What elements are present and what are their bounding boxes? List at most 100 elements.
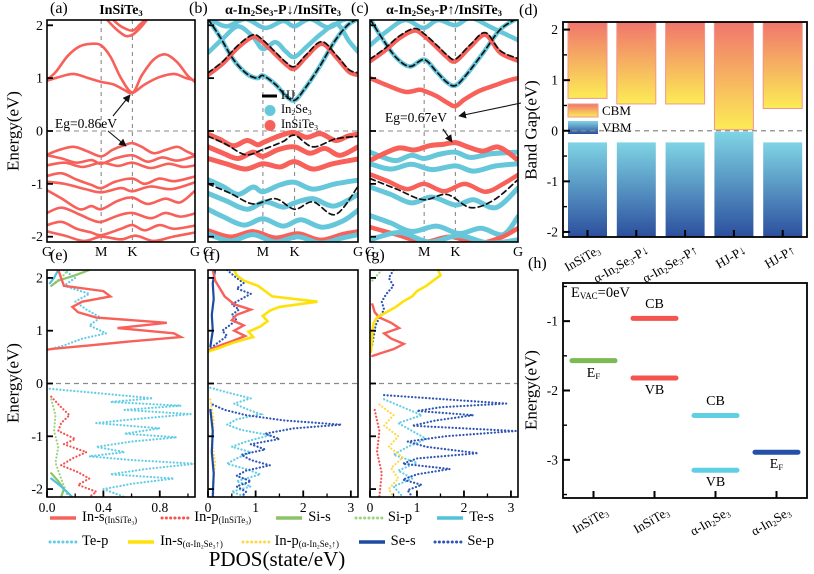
band-structure-b (208, 20, 358, 242)
pdos-curve (47, 270, 186, 351)
legend-label-insite3: InSiTe3 (281, 117, 319, 132)
band-curve (208, 34, 358, 78)
pdos-legend-label: Se-p (467, 533, 494, 550)
y-tick-label: 2 (36, 19, 43, 34)
y-tick-label: 1 (36, 324, 43, 339)
solid-line-swatch-icon (437, 516, 464, 520)
band-curve (370, 149, 518, 164)
annotation-eg-c: Eg=0.67eV (385, 110, 447, 125)
panel-label-c: (c) (351, 0, 369, 17)
pdos-plot-f (208, 270, 342, 497)
k-point-label: G (42, 245, 52, 260)
pdos-legend-item: Si-s (274, 509, 331, 526)
band-curve (208, 134, 358, 156)
band-structure-a (47, 20, 195, 242)
x-tick-label: 2 (300, 500, 307, 515)
pdos-legend-item: In-p(α-In2Se3↑) (241, 533, 339, 551)
pdos-legend-label: In-p(α-In2Se3↑) (274, 533, 339, 551)
x-tick-label: 3 (347, 500, 354, 515)
k-point-label: K (450, 245, 460, 260)
pdos-curve (48, 270, 60, 285)
k-point-label: G (513, 245, 523, 260)
x-tick-label: 1 (252, 500, 259, 515)
legend-label-cbm: CBM (602, 103, 631, 118)
pdos-curve (209, 270, 217, 348)
band-curve (111, 20, 147, 32)
band-curve (370, 20, 518, 48)
panel-title-c: α-In2Se3-P↑/InSiTe3 (385, 3, 503, 19)
band-curve (47, 180, 195, 194)
y-tick-label: 1 (551, 73, 558, 88)
pdos-legend-label: Te-p (82, 533, 109, 550)
x-tick-label: 0 (205, 500, 212, 515)
y-tick-label: -2 (547, 224, 558, 239)
level-tag: CB (706, 394, 725, 410)
pdos-curve (382, 394, 516, 497)
y-tick-label: 0 (551, 123, 558, 138)
pdos-legend-label: Te-s (469, 509, 494, 526)
panel-label-d: (d) (519, 2, 538, 19)
pdos-legend-label: In-s(α-In2Se3↑) (160, 533, 223, 551)
dotted-line-swatch-icon (354, 516, 384, 520)
energy-level-line (630, 315, 679, 321)
pdos-legend-label: Si-s (308, 509, 331, 526)
level-tag: EF (769, 457, 784, 473)
level-tag: VB (705, 475, 726, 491)
legend-label-in2se3: In2Se3 (281, 102, 312, 117)
x-tick-label: 0.4 (95, 500, 112, 515)
cbm-bar (567, 21, 608, 99)
x-tick-label: 0.8 (151, 500, 168, 515)
pdos-curve (373, 408, 383, 497)
y-tick-label: -1 (547, 314, 558, 329)
legend-dot-in2se3 (264, 105, 276, 116)
k-point-label: M (257, 245, 270, 260)
y-tick-label: -1 (31, 430, 43, 445)
k-point-label: M (95, 245, 108, 260)
pdos-legend-item: Se-p (433, 533, 494, 550)
solid-line-swatch-icon (276, 516, 303, 520)
panel-label-g: (g) (366, 247, 385, 264)
band-curve (47, 42, 195, 94)
k-point-label: G (353, 245, 363, 260)
y-tick-label: -3 (547, 452, 558, 467)
y-tick-label: -2 (547, 383, 558, 398)
vbm-bar (763, 142, 803, 237)
panel-title-b: α-In2Se3-P↓/InSiTe3 (224, 3, 342, 19)
energy-level-line (691, 467, 740, 473)
band-curve (47, 188, 195, 211)
band-curve (208, 231, 358, 242)
annotation-arrow (458, 102, 522, 119)
band-curve (370, 27, 518, 61)
legend-swatch-cbm (567, 103, 599, 118)
k-point-label: G (190, 245, 200, 260)
band-curve (370, 75, 518, 109)
panel-label-a: (a) (50, 0, 68, 17)
pdos-curve (50, 395, 99, 497)
annotation-arrow (112, 94, 131, 117)
band-curve (370, 20, 517, 87)
pdos-legend-label: Si-p (387, 509, 413, 526)
band-curve (370, 140, 518, 164)
band-curve (47, 161, 195, 170)
y-tick-label: 0 (36, 377, 43, 392)
pdos-curve (209, 270, 255, 351)
band-curve (208, 20, 358, 102)
y-axis-label-energy-h: Energy(eV) (521, 350, 541, 430)
band-curve (370, 213, 518, 238)
dotted-line-swatch-icon (433, 540, 463, 544)
cbm-bar (762, 21, 803, 110)
panel-label-h: (h) (528, 255, 547, 272)
pdos-legend-row-2: Te-p In-s(α-In2Se3↑) In-p(α-In2Se3↑) Se-s Se… (48, 533, 494, 551)
level-tag: CB (645, 297, 664, 313)
dotted-line-swatch-icon (48, 540, 78, 544)
pdos-curve (211, 403, 342, 497)
pdos-legend-row-1: In-s(InSiTe3) In-p(InSiTe3) Si-s Si-p Te-s (48, 509, 494, 527)
pdos-curve (370, 270, 443, 354)
y-tick-label: -1 (547, 174, 558, 189)
y-tick-label: 0 (36, 125, 43, 140)
energy-level-line (630, 375, 679, 381)
k-point-label: K (289, 245, 299, 260)
x-axis-label-pdos: PDOS(state/eV) (208, 547, 346, 571)
